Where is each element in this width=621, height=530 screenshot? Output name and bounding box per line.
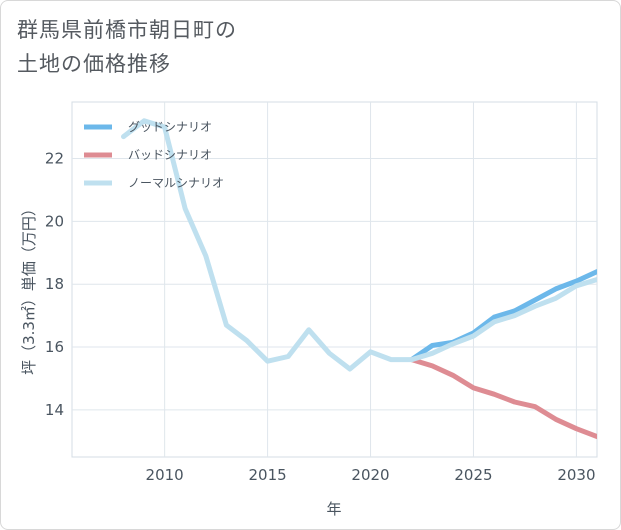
chart-title: 群馬県前橋市朝日町の 土地の価格推移	[17, 13, 237, 81]
series-line-1	[409, 269, 597, 363]
chart-title-line2: 土地の価格推移	[17, 52, 171, 76]
y-tick-label: 20	[45, 212, 64, 230]
y-tick-label: 18	[45, 275, 64, 293]
chart-title-line1: 群馬県前橋市朝日町の	[17, 18, 237, 42]
x-tick-label: 2010	[146, 466, 184, 484]
series-line-2	[409, 357, 597, 440]
series-lines	[121, 118, 597, 440]
y-tick-label: 22	[45, 150, 64, 168]
x-tick-label: 2015	[248, 466, 286, 484]
x-tick-label: 2025	[454, 466, 492, 484]
legend-label: ノーマルシナリオ	[128, 176, 224, 190]
y-tick-label: 16	[45, 338, 64, 356]
y-axis-title: 坪（3.3㎡）単価（万円）	[20, 201, 38, 375]
x-axis-title: 年	[326, 500, 341, 518]
x-tick-label: 2030	[557, 466, 595, 484]
legend-label: グッドシナリオ	[128, 120, 212, 134]
legend-label: バッドシナリオ	[128, 148, 212, 162]
y-tick-label: 14	[45, 401, 64, 419]
series-line-3	[121, 118, 597, 372]
axis-tick-labels: 2010 2015 2020 2025 2030 14 16 18 20 22	[45, 150, 596, 484]
grid-lines	[71, 101, 598, 458]
x-tick-label: 2020	[351, 466, 389, 484]
